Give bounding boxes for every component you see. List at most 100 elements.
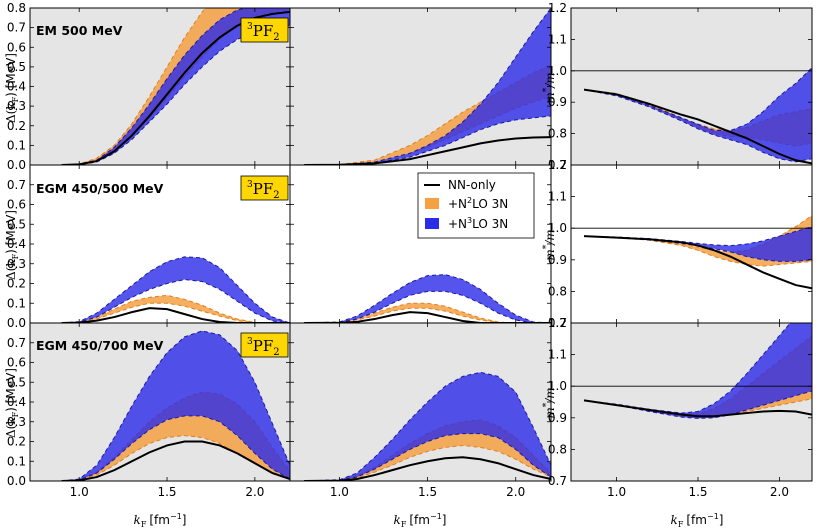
y-tick-label: 0.4: [7, 395, 26, 409]
panel-layer: 0.00.10.20.30.40.50.60.70.80.70.80.91.01…: [7, 1, 813, 499]
svg-text:3PF2: 3PF2: [247, 337, 280, 358]
xt-exp: −1: [170, 512, 182, 521]
mass-title-main: m: [543, 407, 557, 418]
row-label-1: EGM 450/500 MeV: [36, 181, 164, 196]
y-tick-label: 0.5: [7, 217, 26, 231]
gap-title-main: Δ(k: [4, 417, 18, 438]
n3lo-band-upper-edge: [61, 256, 290, 323]
row-label-0: EM 500 MeV: [36, 23, 123, 38]
n3lo-band-upper-edge: [304, 274, 551, 323]
y-tick-label: 1.0: [548, 221, 567, 235]
y-tick-label: 0.6: [7, 356, 26, 370]
xt-main: k: [394, 513, 401, 527]
x-tick-label: 1.0: [70, 485, 89, 499]
y-tick-label: 0.6: [7, 40, 26, 54]
panel-gap-2-1: 1.0 1.5 2.0: [289, 322, 552, 499]
x-tick-label: 2.0: [245, 485, 264, 499]
xt-main: k: [134, 513, 141, 527]
x-tick-label: 1.5: [688, 485, 707, 499]
n3lo-band-upper-edge: [583, 67, 812, 131]
gap-title-main: Δ(k: [4, 102, 18, 123]
row-label-2: EGM 450/700 MeV: [36, 338, 164, 353]
mass-title-tail: /m: [543, 229, 557, 245]
svg-text:m*/m: m*/m: [542, 72, 557, 103]
y-tick-label: 0.0: [7, 474, 26, 488]
n3lo-band-lower-edge: [304, 290, 551, 323]
y-tick-label: 0.3: [7, 99, 26, 113]
xt-close: ]: [719, 513, 724, 527]
n3lo-band-lower-edge: [583, 89, 812, 163]
legend-n3lo-swatch: [425, 218, 439, 229]
legend-n2lo-pre: +N: [448, 197, 467, 211]
n3lo-band-upper-edge: [583, 323, 791, 414]
xt-exp: −1: [430, 512, 442, 521]
gap-title-tail: ) [MeV]: [4, 368, 18, 412]
mass-title-sup: *: [542, 402, 552, 407]
mass-title-sup: *: [542, 244, 552, 249]
mass-axis-title-1: m*/m: [542, 229, 557, 260]
x-tick-label: 2.0: [770, 485, 789, 499]
xt-close: ]: [182, 513, 187, 527]
panel-mass-1-2: 0.7 0.8 0.9 1.0 1.1 1.2: [548, 158, 813, 330]
y-tick-label: 0.9: [548, 95, 567, 109]
legend-n2lo-sup: 2: [467, 196, 472, 205]
y-tick-label: 0.7: [7, 336, 26, 350]
xt-close: ]: [442, 513, 447, 527]
gap-title-tail: ) [MeV]: [4, 210, 18, 254]
n3lo-band: [584, 226, 812, 262]
mass-title-main: m: [543, 92, 557, 103]
wave-sub: 2: [273, 347, 279, 358]
y-tick-label: 1.1: [548, 348, 567, 362]
y-tick-label: 0.4: [7, 80, 26, 94]
y-tick-label: 0.7: [7, 178, 26, 192]
y-tick-label: 0.2: [7, 435, 26, 449]
xt-unit: [fm: [686, 513, 707, 527]
xt-main: k: [671, 513, 678, 527]
xt-unit: [fm: [149, 513, 170, 527]
n2lo-band-lower-edge: [61, 302, 290, 323]
gap-axis-title-1: Δ(kF) [MeV]: [4, 210, 20, 280]
n3lo-band-upper-edge: [304, 371, 551, 481]
y-tick-label: 0.7: [548, 158, 567, 172]
y-tick-label: 0.4: [7, 237, 26, 251]
svg-text:Δ(kF) [MeV]: Δ(kF) [MeV]: [4, 210, 20, 280]
y-tick-label: 1.2: [548, 316, 567, 330]
mass-title-main: m: [543, 249, 557, 260]
panel-frame: [570, 322, 813, 482]
mass-axis-title-2: m*/m: [542, 387, 557, 418]
y-tick-label: 0.8: [7, 1, 26, 15]
gap-title-tail: ) [MeV]: [4, 53, 18, 97]
svg-text:3PF2: 3PF2: [247, 180, 280, 201]
wave-label-0: 3PF2: [240, 17, 289, 43]
x-tick-label: 1.0: [330, 485, 349, 499]
wave-main: PF: [253, 180, 274, 198]
y-tick-label: 0.7: [7, 21, 26, 35]
xt-sub: F: [678, 520, 684, 529]
xt-sub: F: [141, 520, 147, 529]
y-tick-label: 0.8: [548, 284, 567, 298]
n3lo-band: [61, 256, 290, 323]
nn-only-line: [304, 136, 551, 165]
n3lo-band: [304, 8, 551, 165]
n3lo-band: [304, 372, 551, 481]
n3lo-band: [584, 67, 812, 162]
nn-only-line: [304, 456, 551, 481]
mass-axis-title-0: m*/m: [542, 72, 557, 103]
n3lo-band-lower-edge: [304, 433, 551, 481]
y-tick-label: 0.3: [7, 257, 26, 271]
panel-frame: [289, 322, 552, 482]
x-tick-label: 1.0: [607, 485, 626, 499]
wave-sup: 3: [247, 337, 253, 347]
n2lo-band: [61, 295, 290, 323]
legend-n3lo-sup: 3: [467, 216, 472, 225]
xt-unit: [fm: [409, 513, 430, 527]
y-tick-label: 1.1: [548, 32, 567, 46]
n3lo-band-lower-edge: [61, 415, 290, 481]
legend: NN-only +N2LO 3N +N3LO 3N: [417, 172, 535, 239]
svg-text:m*/m: m*/m: [542, 387, 557, 418]
n3lo-band: [61, 330, 290, 481]
y-tick-label: 1.2: [548, 1, 567, 15]
wave-sup: 3: [247, 22, 253, 32]
x-tick-label: 1.5: [418, 485, 437, 499]
